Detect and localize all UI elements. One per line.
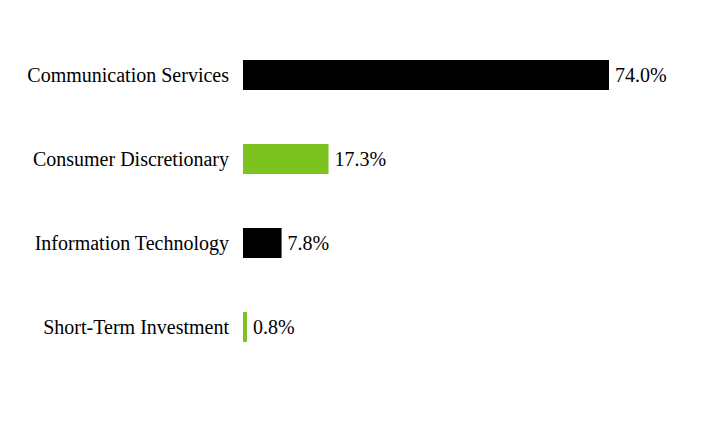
svg-text:Consumer Discretionary: Consumer Discretionary: [33, 148, 229, 171]
svg-text:7.8%: 7.8%: [288, 232, 330, 254]
svg-text:0.8%: 0.8%: [253, 316, 295, 338]
svg-text:Communication Services: Communication Services: [27, 64, 229, 86]
svg-text:Information Technology: Information Technology: [35, 232, 229, 255]
svg-text:17.3%: 17.3%: [335, 148, 387, 170]
svg-text:Short-Term Investment: Short-Term Investment: [43, 316, 229, 338]
svg-text:74.0%: 74.0%: [615, 64, 667, 86]
